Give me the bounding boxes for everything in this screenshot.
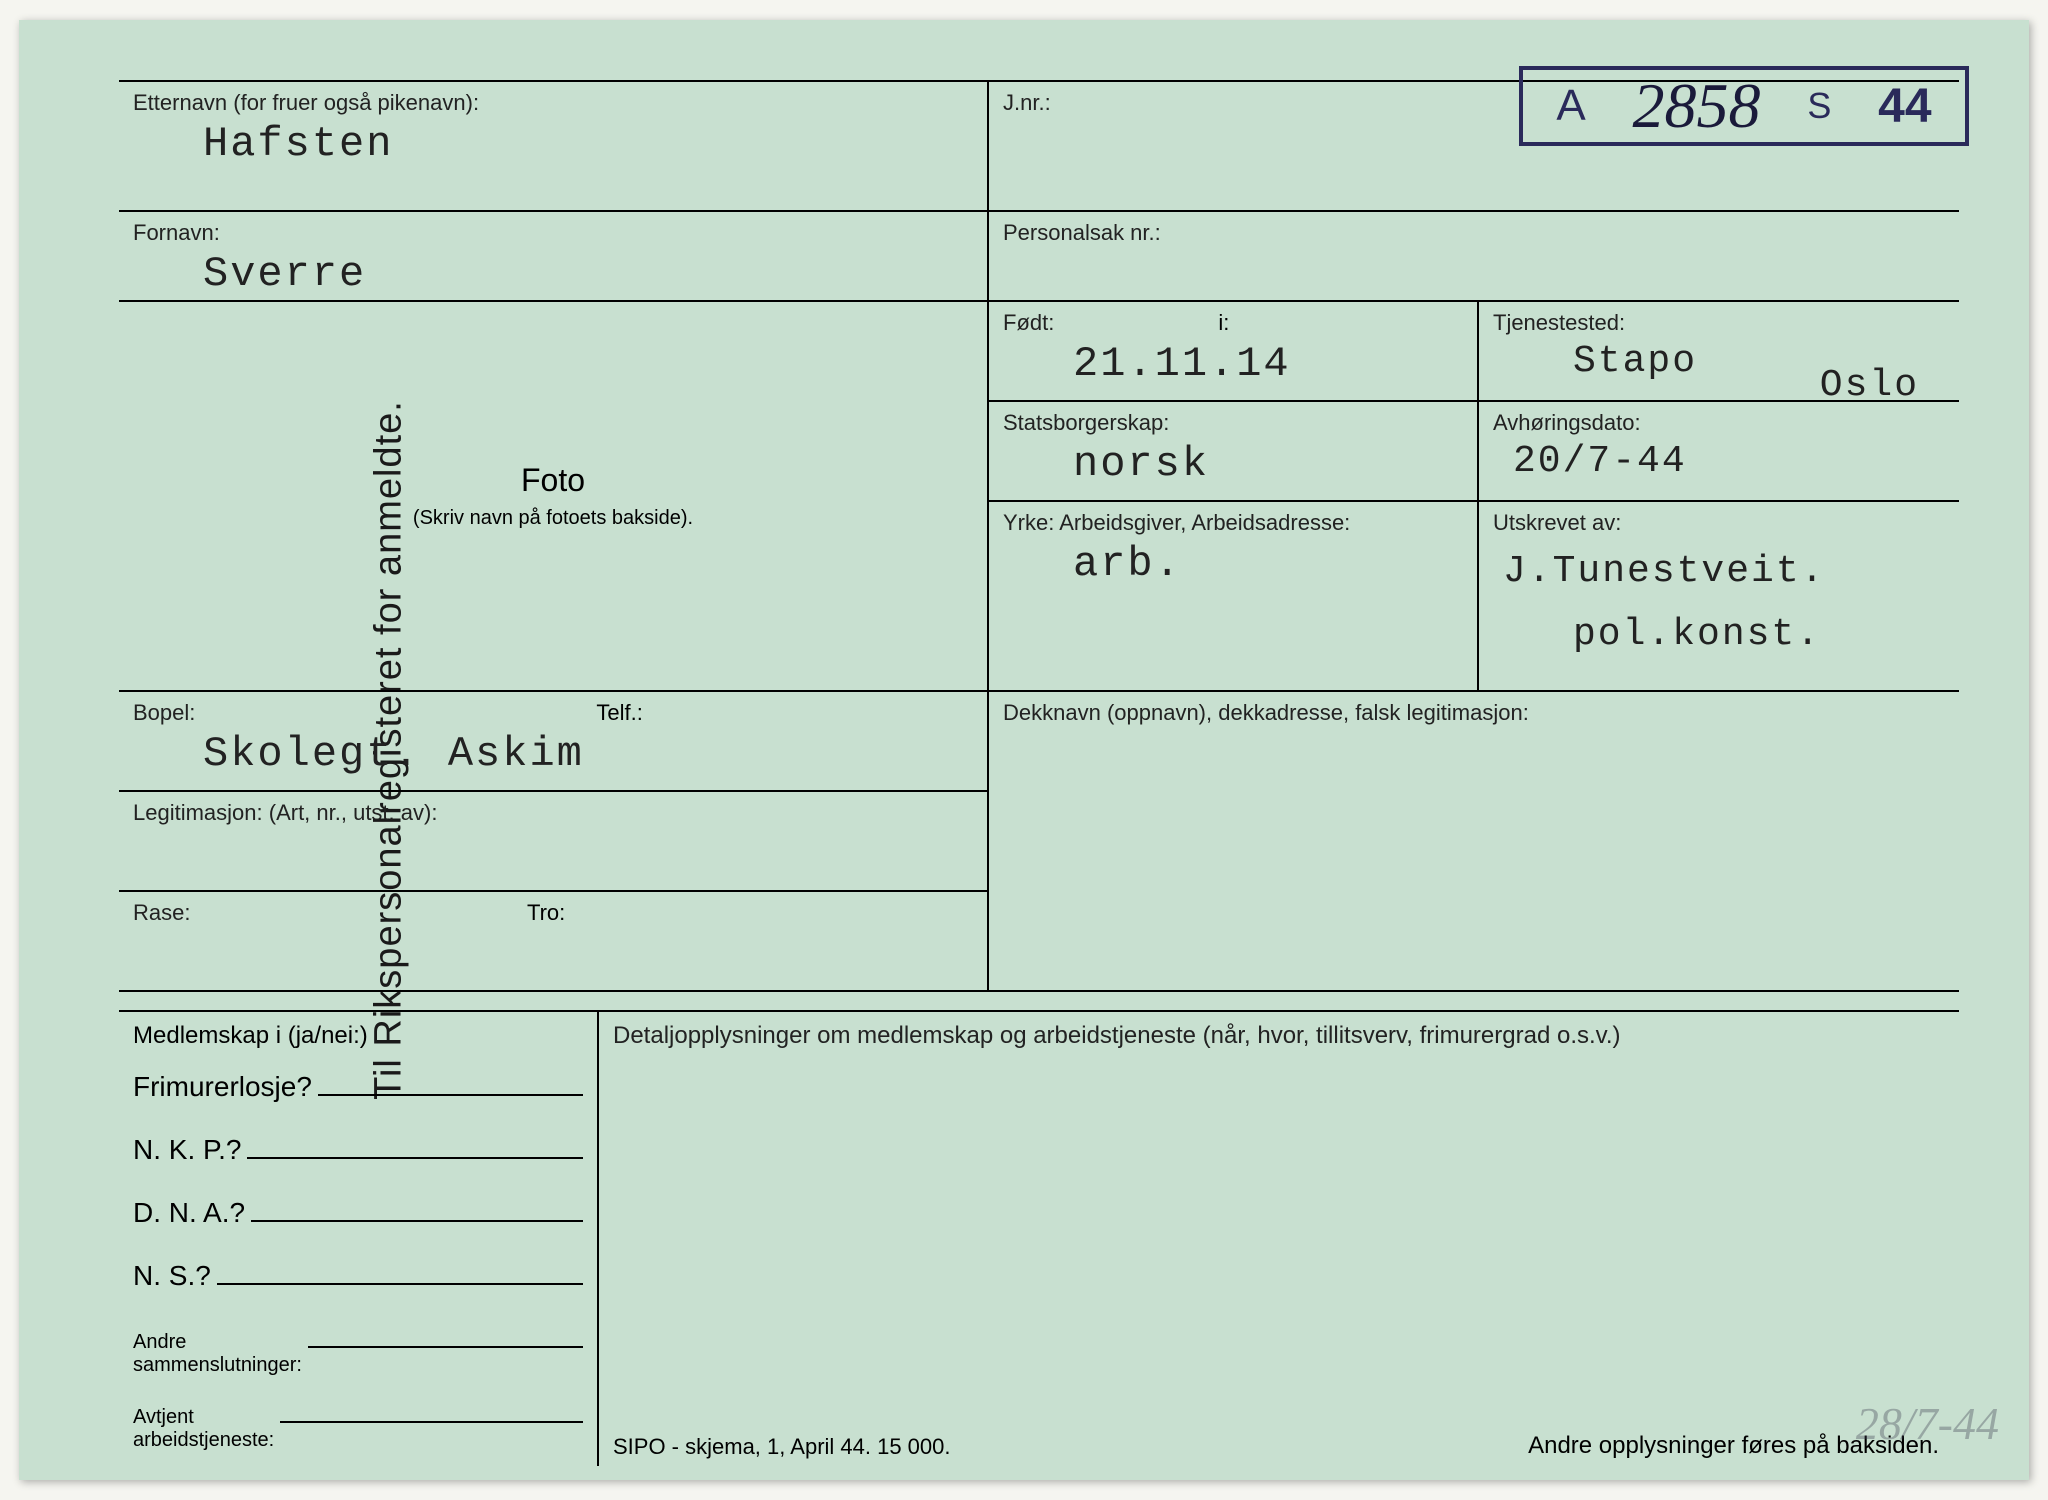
cell-personalsak: Personalsak nr.: bbox=[989, 212, 1959, 302]
row-avtjent: Avtjent arbeidstjeneste: bbox=[133, 1395, 583, 1452]
label-telf: Telf.: bbox=[596, 700, 642, 726]
label-statsborgerskap: Statsborgerskap: bbox=[1003, 410, 1463, 436]
value-utskrevet-1: J.Tunestveit. bbox=[1493, 550, 1945, 593]
cell-legitimasjon: Legitimasjon: (Art, nr., utst. av): bbox=[119, 792, 989, 892]
label-personalsak: Personalsak nr.: bbox=[1003, 220, 1945, 246]
label-tjenestested: Tjenestested: bbox=[1493, 310, 1945, 336]
label-avhoringsdato: Avhøringsdato: bbox=[1493, 410, 1945, 436]
form-grid: Etternavn (for fruer også pikenavn): Haf… bbox=[119, 80, 1959, 992]
registration-card: Til Rikspersonalregisteret for anmeldte.… bbox=[19, 20, 2029, 1480]
row-nkp: N. K. P.? bbox=[133, 1131, 583, 1166]
line-nkp bbox=[247, 1131, 583, 1159]
foto-sublabel: (Skriv navn på fotoets bakside). bbox=[119, 507, 987, 530]
label-tro: Tro: bbox=[527, 900, 565, 926]
cell-foto: Foto (Skriv navn på fotoets bakside). bbox=[119, 302, 989, 692]
foto-text: Foto (Skriv navn på fotoets bakside). bbox=[119, 462, 987, 530]
value-bopel: Skolegt. Askim bbox=[133, 730, 973, 778]
label-i: i: bbox=[1218, 310, 1229, 336]
value-yrke: arb. bbox=[1003, 540, 1463, 588]
label-detalj: Detaljopplysninger om medlemskap og arbe… bbox=[613, 1022, 1621, 1049]
label-jnr: J.nr.: bbox=[1003, 90, 1945, 116]
line-ns bbox=[217, 1257, 583, 1285]
value-statsborgerskap: norsk bbox=[1003, 440, 1463, 488]
cell-dekknavn: Dekknavn (oppnavn), dekkadresse, falsk l… bbox=[989, 692, 1959, 992]
value-avhoringsdato: 20/7-44 bbox=[1493, 440, 1945, 483]
label-etternavn: Etternavn (for fruer også pikenavn): bbox=[133, 90, 973, 116]
value-fornavn: Sverre bbox=[133, 250, 973, 298]
label-medlemskap: Medlemskap i (ja/nei:) bbox=[133, 1022, 583, 1050]
label-fodt: Født: bbox=[1003, 310, 1463, 336]
cell-jnr: J.nr.: bbox=[989, 82, 1959, 212]
corner-date: 28/7-44 bbox=[1856, 1397, 1999, 1450]
foto-label: Foto bbox=[119, 462, 987, 499]
row-ns: N. S.? bbox=[133, 1257, 583, 1292]
value-fodt: 21.11.14 bbox=[1003, 340, 1463, 388]
cell-fornavn: Fornavn: Sverre bbox=[119, 212, 989, 302]
label-ns: N. S.? bbox=[133, 1260, 211, 1292]
cell-etternavn: Etternavn (for fruer også pikenavn): Haf… bbox=[119, 82, 989, 212]
footer-sipo: SIPO - skjema, 1, April 44. 15 000. bbox=[613, 1434, 951, 1460]
value-etternavn: Hafsten bbox=[133, 120, 973, 168]
row-frimurer: Frimurerlosje? bbox=[133, 1068, 583, 1103]
value-utskrevet-2: pol.konst. bbox=[1493, 613, 1945, 656]
label-dekknavn: Dekknavn (oppnavn), dekkadresse, falsk l… bbox=[1003, 700, 1945, 726]
detail-section: Detaljopplysninger om medlemskap og arbe… bbox=[599, 1012, 1959, 1466]
cell-yrke: Yrke: Arbeidsgiver, Arbeidsadresse: arb. bbox=[989, 502, 1479, 692]
line-avtjent bbox=[280, 1395, 583, 1423]
value-tjenestested-2: Oslo bbox=[1820, 364, 1919, 407]
label-legitimasjon: Legitimasjon: (Art, nr., utst. av): bbox=[133, 800, 973, 826]
label-nkp: N. K. P.? bbox=[133, 1134, 241, 1166]
cell-fodt: Født: i: 21.11.14 bbox=[989, 302, 1479, 402]
cell-bopel: Bopel: Telf.: Skolegt. Askim bbox=[119, 692, 989, 792]
label-bopel: Bopel: bbox=[133, 700, 973, 726]
row-dna: D. N. A.? bbox=[133, 1194, 583, 1229]
line-dna bbox=[251, 1194, 583, 1222]
label-andre-sammen: Andre sammenslutninger: bbox=[133, 1331, 302, 1377]
label-yrke: Yrke: Arbeidsgiver, Arbeidsadresse: bbox=[1003, 510, 1463, 536]
cell-rase-tro: Rase: Tro: bbox=[119, 892, 989, 992]
label-avtjent: Avtjent arbeidstjeneste: bbox=[133, 1406, 274, 1452]
label-utskrevet: Utskrevet av: bbox=[1493, 510, 1945, 536]
label-fornavn: Fornavn: bbox=[133, 220, 973, 246]
row-andre: Andre sammenslutninger: bbox=[133, 1320, 583, 1377]
line-andre bbox=[308, 1320, 583, 1348]
cell-utskrevet: Utskrevet av: J.Tunestveit. pol.konst. bbox=[1479, 502, 1959, 692]
label-frimurer: Frimurerlosje? bbox=[133, 1071, 312, 1103]
cell-avhoringsdato: Oslo Avhøringsdato: 20/7-44 bbox=[1479, 402, 1959, 502]
label-dna: D. N. A.? bbox=[133, 1197, 245, 1229]
cell-statsborgerskap: Statsborgerskap: norsk bbox=[989, 402, 1479, 502]
line-frimurer bbox=[318, 1068, 583, 1096]
membership-section: Medlemskap i (ja/nei:) Frimurerlosje? N.… bbox=[119, 1012, 599, 1466]
bottom-section: Medlemskap i (ja/nei:) Frimurerlosje? N.… bbox=[119, 1012, 1959, 1466]
